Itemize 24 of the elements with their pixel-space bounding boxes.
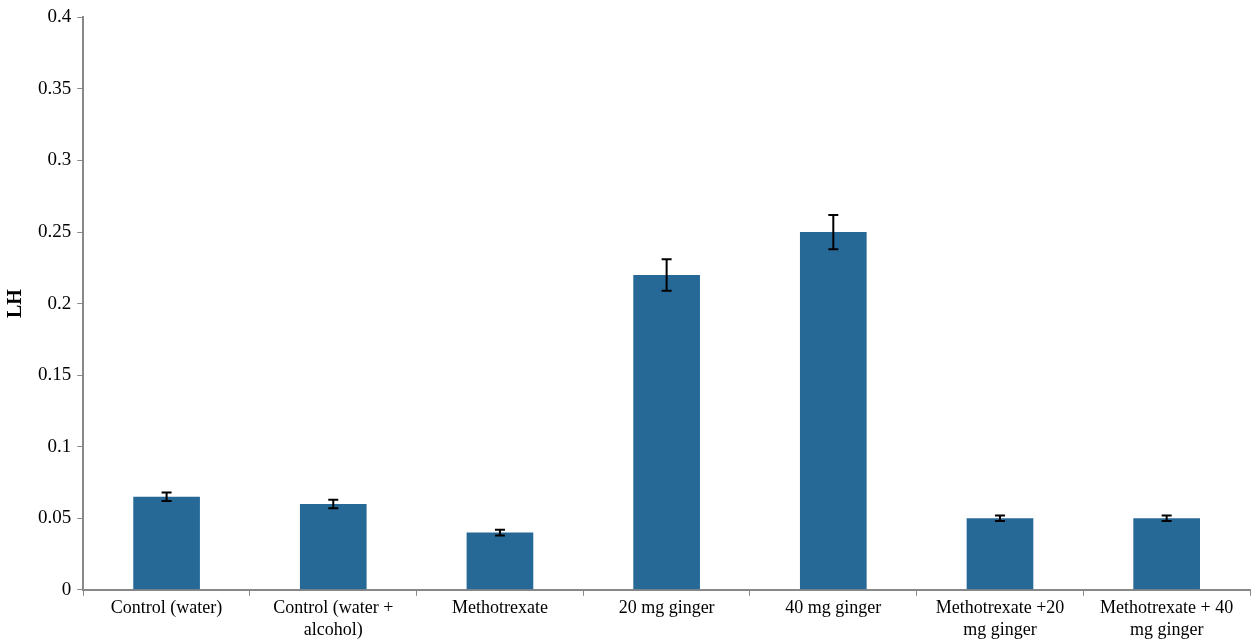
- y-tick-label: 0.25: [38, 220, 72, 242]
- bar: [799, 232, 867, 590]
- x-tick-label: Methotrexate: [451, 597, 548, 618]
- x-tick-label: Control (water + alcohol): [273, 597, 394, 640]
- y-tick-label: 0.15: [38, 363, 72, 385]
- bar: [133, 496, 200, 590]
- bar: [633, 274, 700, 590]
- y-tick-label: 0.2: [47, 291, 72, 313]
- y-tick-label: 0.1: [47, 434, 72, 456]
- y-axis-title: LH: [3, 288, 26, 319]
- bar: [966, 518, 1034, 590]
- x-tick-label: 40 mg ginger: [785, 597, 882, 618]
- x-tick-label: Control (water): [110, 597, 223, 619]
- y-tick-label: 0.05: [38, 506, 72, 528]
- y-tick-label: 0.35: [38, 76, 72, 98]
- y-tick-label: 0.4: [47, 5, 72, 27]
- bar: [1133, 518, 1200, 590]
- y-tick-label: 0.3: [47, 148, 72, 170]
- bar: [466, 532, 534, 590]
- x-tick-label: Methotrexate + 40 mg ginger: [1100, 597, 1234, 639]
- x-tick-label: Methotrexate +20 mg ginger: [935, 597, 1065, 639]
- y-tick-label: 0: [61, 577, 72, 599]
- x-tick-label: 20 mg ginger: [618, 597, 715, 618]
- bar: [299, 503, 367, 590]
